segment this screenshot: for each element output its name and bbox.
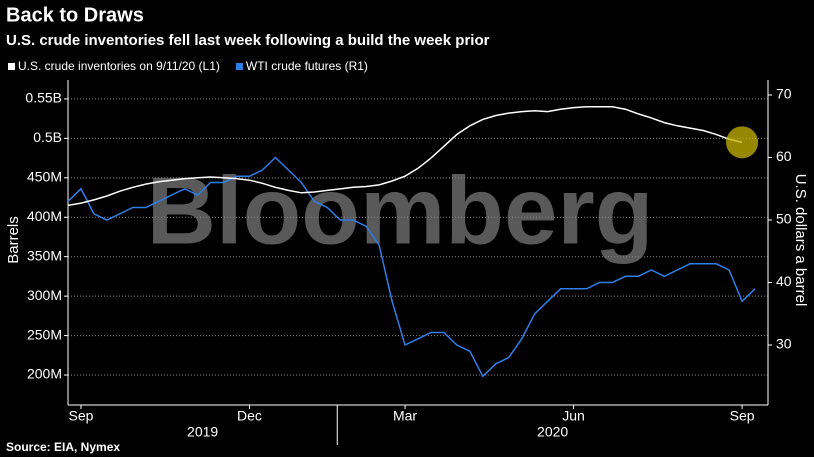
year-label: 2019 [187, 424, 218, 440]
y-tick-label: 0.5B [33, 129, 62, 145]
source: Source: EIA, Nymex [6, 440, 120, 454]
highlight-marker [726, 126, 759, 159]
x-tick-label: Mar [393, 408, 417, 424]
y2-tick-label: 40 [776, 273, 792, 289]
y2-tick-label: 50 [776, 211, 792, 227]
y2-tick-label: 70 [776, 86, 792, 102]
watermark: Bloomberg [147, 157, 654, 264]
chart-title: Back to Draws [6, 4, 144, 26]
y-tick-label: 300M [27, 287, 62, 303]
legend-swatch [235, 63, 243, 70]
legend-label: U.S. crude inventories on 9/11/20 (L1) [18, 59, 220, 73]
y-tick-label: 200M [27, 366, 62, 382]
y-tick-label: 450M [27, 169, 62, 185]
x-tick-label: Sep [730, 408, 755, 424]
y-tick-label: 350M [27, 247, 62, 263]
series-line [67, 156, 756, 378]
x-tick-label: Dec [237, 408, 262, 424]
y-tick-label: 400M [27, 208, 62, 224]
legend-label: WTI crude futures (R1) [246, 59, 368, 73]
y-tick-label: 0.55B [25, 90, 62, 106]
y-tick-label: 250M [27, 326, 62, 342]
y2-tick-label: 30 [776, 336, 792, 352]
year-label: 2020 [537, 424, 568, 440]
chart-subtitle: U.S. crude inventories fell last week fo… [6, 32, 490, 49]
y-axis-label: Barrels [5, 216, 22, 264]
x-tick-label: Sep [69, 408, 94, 424]
y2-axis-label: U.S. dollars a barrel [792, 174, 809, 307]
series-line [67, 106, 743, 207]
legend-swatch [8, 63, 15, 70]
y2-tick-label: 60 [776, 148, 792, 164]
x-tick-label: Jun [562, 408, 585, 424]
